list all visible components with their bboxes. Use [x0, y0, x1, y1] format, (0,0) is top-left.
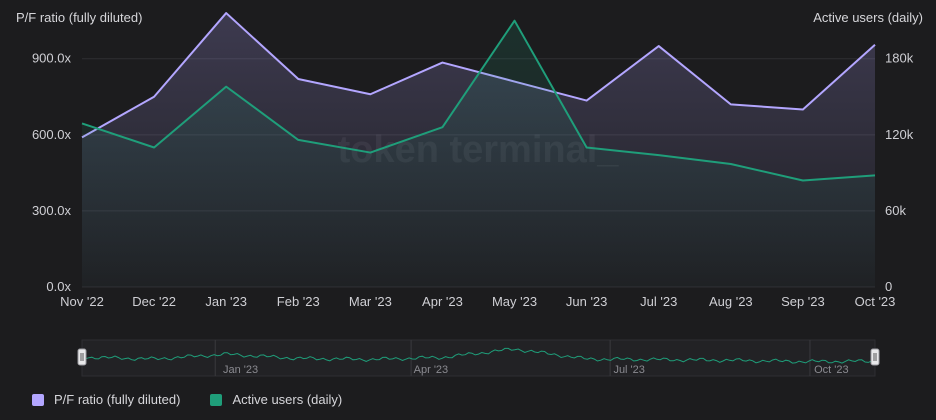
- right-tick-label: 0: [885, 279, 892, 294]
- x-tick-label: Dec '22: [132, 294, 176, 309]
- right-tick-label: 120k: [885, 127, 914, 142]
- x-tick-label: Sep '23: [781, 294, 825, 309]
- x-tick-label: Mar '23: [349, 294, 392, 309]
- x-tick-label: Apr '23: [422, 294, 463, 309]
- navigator-handle-right[interactable]: [870, 348, 880, 366]
- navigator-label: Jul '23: [613, 364, 644, 376]
- left-tick-label: 0.0x: [46, 279, 71, 294]
- x-tick-label: Jun '23: [566, 294, 608, 309]
- legend-label-pf-ratio: P/F ratio (fully diluted): [54, 392, 181, 407]
- legend-item-pf-ratio[interactable]: P/F ratio (fully diluted): [32, 392, 180, 407]
- x-tick-label: Aug '23: [709, 294, 753, 309]
- right-tick-label: 180k: [885, 51, 914, 66]
- legend-swatch-pf-ratio: [32, 393, 44, 406]
- chart-area[interactable]: 0.0x 300.0x 600.0x 900.0x 0 60k 120k 180k Nov '2…: [0, 0, 936, 385]
- left-axis-title: P/F ratio (fully diluted): [16, 10, 143, 25]
- navigator-sparkline: [81, 347, 876, 364]
- x-tick-label: Nov '22: [60, 294, 104, 309]
- legend-item-active-users[interactable]: Active users (daily): [210, 392, 342, 407]
- series-line-active-users: [81, 19, 876, 182]
- x-tick-label: Oct '23: [855, 294, 896, 309]
- navigator-label: Apr '23: [414, 364, 449, 376]
- series-area-active-users: [82, 20, 875, 287]
- right-tick-label: 60k: [885, 203, 906, 218]
- navigator-track: [81, 339, 876, 377]
- series-line-pf-ratio: [81, 12, 876, 139]
- x-tick-label: Jan '23: [205, 294, 247, 309]
- navigator-label: Jan '23: [223, 364, 258, 376]
- left-tick-label: 600.0x: [32, 127, 72, 142]
- x-tick-label: Jul '23: [640, 294, 677, 309]
- legend: P/F ratio (fully diluted) Active users (…: [32, 392, 364, 407]
- x-tick-label: May '23: [492, 294, 537, 309]
- left-tick-label: 300.0x: [32, 203, 72, 218]
- legend-label-active-users: Active users (daily): [232, 392, 343, 407]
- navigator-handle-left[interactable]: [77, 348, 87, 366]
- navigator-label: Oct '23: [814, 364, 849, 376]
- x-tick-label: Feb '23: [277, 294, 320, 309]
- right-axis-title: Active users (daily): [813, 10, 923, 25]
- left-tick-label: 900.0x: [32, 51, 72, 66]
- legend-swatch-active-users: [210, 393, 223, 406]
